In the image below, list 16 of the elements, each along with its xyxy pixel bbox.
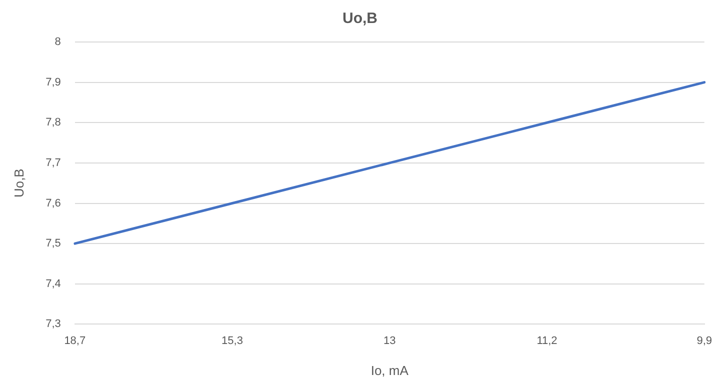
y-tick-label: 7,8 (46, 116, 61, 129)
x-tick-label: 11,2 (536, 334, 558, 347)
x-axis-title: Io, mA (370, 362, 409, 378)
x-tick-label: 15,3 (222, 334, 243, 347)
chart-title: Uo,B (342, 10, 378, 28)
y-tick-label: 7,9 (46, 76, 61, 88)
x-tick-label: 18,7 (64, 334, 86, 347)
y-axis-title: Uo,B (11, 168, 26, 198)
y-tick-label: 7,5 (46, 238, 61, 250)
y-tick-label: 7,4 (46, 278, 61, 290)
x-tick-label: 9,9 (696, 334, 712, 347)
y-tick-label: 7,3 (46, 318, 61, 330)
y-tick-label: 7,6 (46, 197, 61, 210)
x-tick-label: 13 (384, 334, 396, 347)
y-tick-label: 7,7 (46, 156, 61, 169)
y-tick-label: 8 (54, 36, 61, 48)
